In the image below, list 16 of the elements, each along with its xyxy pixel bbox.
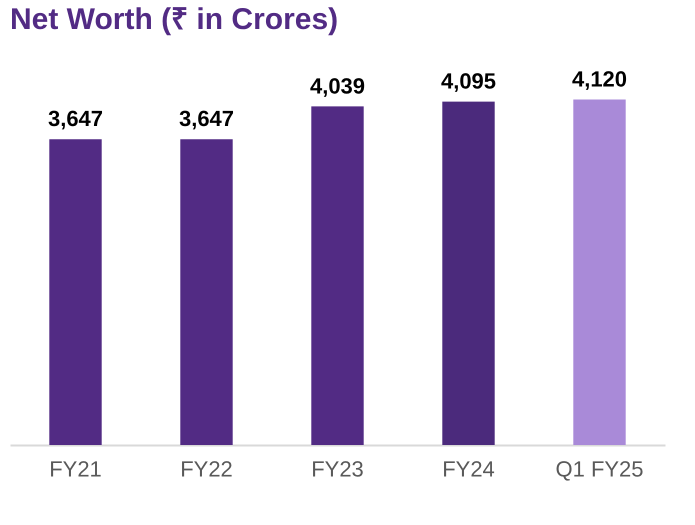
chart-title: Net Worth (₹ in Crores) <box>10 3 338 36</box>
data-label: 4,039 <box>310 73 366 98</box>
x-tick-label: FY22 <box>180 456 233 482</box>
data-label: 3,647 <box>178 106 234 132</box>
bar <box>442 102 495 445</box>
x-tick-label: Q1 FY25 <box>555 456 644 482</box>
data-label: 4,120 <box>572 66 628 92</box>
bar <box>311 106 364 445</box>
data-label: 4,095 <box>440 68 496 94</box>
x-tick-label: FY23 <box>311 456 364 482</box>
data-label: 3,647 <box>48 106 104 132</box>
bar <box>180 139 233 445</box>
x-tick-label: FY21 <box>49 456 102 482</box>
bar <box>573 100 626 445</box>
x-tick-label: FY24 <box>442 456 495 482</box>
bar <box>49 139 102 445</box>
